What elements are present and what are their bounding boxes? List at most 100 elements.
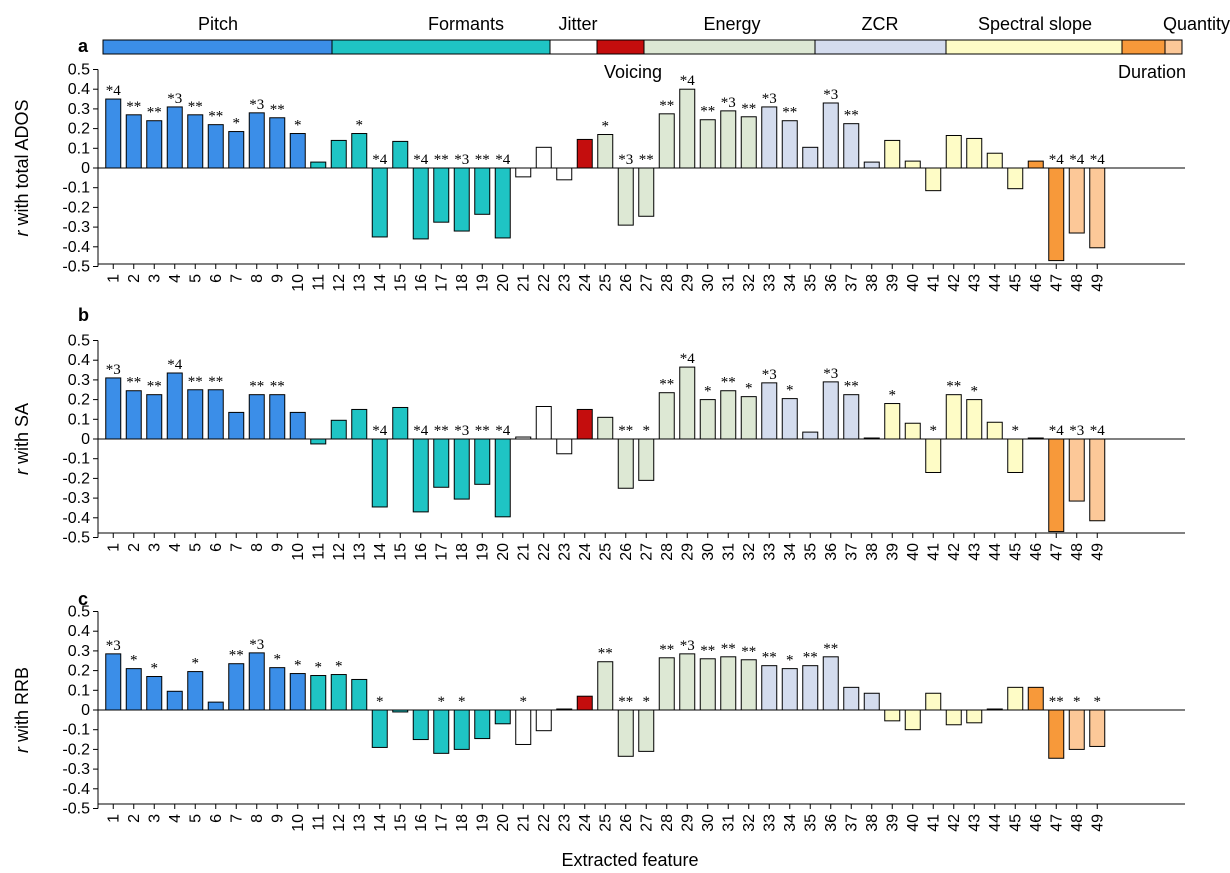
x-tick-label: 47 bbox=[1048, 814, 1065, 832]
x-tick-label: 37 bbox=[843, 543, 860, 561]
y-tick-label: 0.3 bbox=[68, 372, 90, 389]
x-tick-label: 49 bbox=[1089, 543, 1106, 561]
significance-mark-3: * bbox=[151, 661, 159, 677]
x-tick-label: 42 bbox=[946, 814, 963, 832]
x-tick-label: 46 bbox=[1028, 274, 1045, 292]
category-segment-spectral-slope bbox=[945, 39, 1123, 55]
y-axis-label-italic: r bbox=[12, 746, 32, 753]
bar-6 bbox=[207, 124, 224, 169]
x-tick-label: 9 bbox=[269, 814, 286, 823]
bar-44 bbox=[986, 152, 1003, 169]
x-tick-label: 9 bbox=[269, 274, 286, 283]
y-axis-label: r with RRB bbox=[12, 667, 32, 753]
bar-1 bbox=[105, 377, 122, 440]
significance-mark-9: * bbox=[274, 652, 282, 668]
significance-mark-16: *4 bbox=[413, 152, 429, 168]
significance-mark-13: * bbox=[356, 118, 364, 134]
x-tick-label: 6 bbox=[208, 543, 225, 552]
significance-mark-20: *4 bbox=[495, 423, 511, 439]
y-tick-label: 0.4 bbox=[68, 623, 90, 640]
significance-mark-26: ** bbox=[618, 694, 633, 710]
significance-mark-1: *4 bbox=[106, 83, 122, 99]
significance-mark-8: *3 bbox=[249, 637, 264, 653]
y-tick-label: 0.1 bbox=[68, 682, 90, 699]
bar-40 bbox=[904, 160, 921, 169]
x-tick-label: 16 bbox=[413, 274, 430, 292]
bar-28 bbox=[658, 392, 675, 440]
bar-37 bbox=[843, 394, 860, 440]
bar-15 bbox=[392, 406, 409, 440]
significance-mark-32: ** bbox=[741, 644, 756, 660]
bar-31 bbox=[720, 656, 737, 711]
y-axis-label-text: with RRB bbox=[12, 667, 32, 747]
x-tick-label: 24 bbox=[577, 814, 594, 832]
bar-1 bbox=[105, 98, 122, 169]
significance-mark-29: *4 bbox=[680, 73, 696, 89]
x-tick-label: 39 bbox=[884, 274, 901, 292]
y-tick-label: 0.2 bbox=[68, 392, 90, 409]
bar-35 bbox=[802, 665, 819, 711]
y-axis-label-italic: r bbox=[12, 468, 32, 475]
x-tick-label: 8 bbox=[249, 274, 266, 283]
x-tick-label: 45 bbox=[1007, 274, 1024, 292]
category-label-spectral-slope: Spectral slope bbox=[978, 14, 1092, 34]
x-tick-label: 18 bbox=[454, 274, 471, 292]
x-tick-label: 17 bbox=[433, 814, 450, 832]
x-tick-label: 6 bbox=[208, 814, 225, 823]
x-tick-label: 35 bbox=[802, 543, 819, 561]
significance-mark-47: ** bbox=[1049, 694, 1064, 710]
significance-mark-18: *3 bbox=[454, 423, 469, 439]
bar-10 bbox=[289, 133, 306, 169]
bar-20 bbox=[494, 438, 511, 518]
bar-22 bbox=[535, 146, 552, 169]
x-tick-label: 8 bbox=[249, 543, 266, 552]
x-tick-label: 32 bbox=[741, 814, 758, 832]
panel-letter-b: b bbox=[78, 305, 89, 325]
significance-mark-30: * bbox=[704, 384, 712, 400]
bar-36 bbox=[822, 102, 839, 169]
significance-mark-9: ** bbox=[270, 102, 285, 118]
x-tick-label: 34 bbox=[782, 543, 799, 561]
bar-3 bbox=[146, 394, 163, 440]
x-tick-label: 26 bbox=[618, 814, 635, 832]
x-tick-label: 22 bbox=[536, 543, 553, 561]
x-tick-label: 14 bbox=[372, 814, 389, 832]
x-tick-label: 41 bbox=[925, 543, 942, 561]
significance-mark-25: ** bbox=[598, 646, 613, 662]
x-tick-label: 3 bbox=[146, 543, 163, 552]
bar-30 bbox=[699, 399, 716, 440]
significance-mark-11: * bbox=[315, 660, 323, 676]
bar-3 bbox=[146, 120, 163, 169]
bar-31 bbox=[720, 110, 737, 169]
x-tick-label: 13 bbox=[351, 814, 368, 832]
y-tick-label: -0.1 bbox=[62, 180, 90, 197]
bar-48 bbox=[1068, 709, 1085, 750]
x-tick-label: 11 bbox=[310, 814, 327, 831]
y-tick-label: 0.5 bbox=[68, 333, 90, 350]
x-tick-label: 23 bbox=[556, 814, 573, 832]
x-tick-label: 26 bbox=[618, 274, 635, 292]
bar-15 bbox=[392, 140, 409, 169]
significance-mark-3: ** bbox=[147, 379, 162, 395]
category-label-duration: Duration bbox=[1118, 62, 1186, 82]
x-tick-label: 7 bbox=[228, 543, 245, 552]
y-axis-label: r with total ADOS bbox=[12, 99, 32, 236]
x-tick-label: 4 bbox=[167, 814, 184, 823]
significance-mark-9: ** bbox=[270, 379, 285, 395]
significance-mark-27: ** bbox=[639, 152, 654, 168]
panel-b: -0.5 -0.4 -0.3 -0.2 -0.1 0 0.1 0.2 0.3 0.4 0.5 r wi… bbox=[12, 333, 1185, 561]
significance-mark-2: ** bbox=[126, 375, 141, 391]
x-tick-label: 44 bbox=[987, 814, 1004, 832]
significance-mark-48: *4 bbox=[1069, 152, 1085, 168]
bar-24 bbox=[576, 695, 593, 711]
bar-6 bbox=[207, 701, 224, 711]
bar-5 bbox=[187, 114, 204, 169]
x-tick-label: 49 bbox=[1089, 814, 1106, 832]
significance-mark-49: * bbox=[1094, 694, 1102, 710]
bar-45 bbox=[1007, 438, 1024, 473]
bar-8 bbox=[248, 652, 265, 711]
category-label-voicing: Voicing bbox=[604, 62, 662, 82]
x-tick-label: 18 bbox=[454, 543, 471, 561]
bar-29 bbox=[679, 653, 696, 711]
